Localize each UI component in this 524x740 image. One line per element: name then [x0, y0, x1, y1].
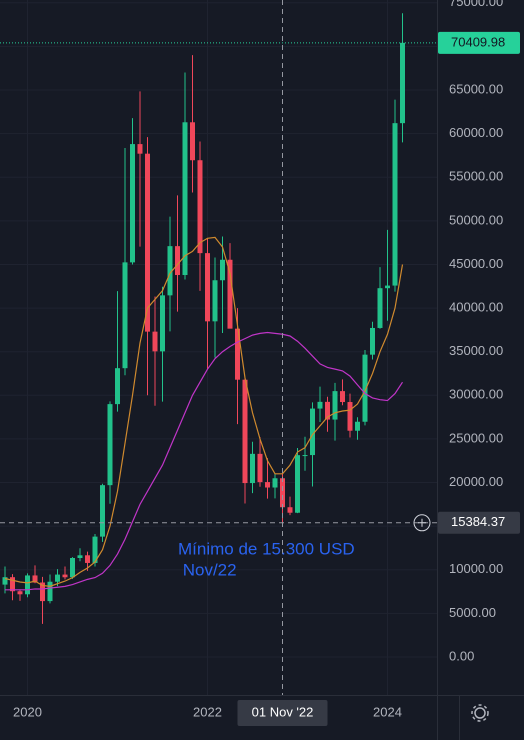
x-tick-label: 2022 — [193, 704, 222, 719]
add-alert-icon — [418, 518, 426, 527]
candle-body — [115, 368, 120, 405]
candle-body — [400, 42, 405, 124]
candle-body — [152, 331, 158, 352]
candle-body — [265, 482, 270, 488]
candle-body — [287, 507, 293, 513]
candle-body — [10, 577, 15, 592]
candle-body — [122, 262, 128, 369]
candle-body — [310, 408, 315, 456]
y-tick-label: 75000.00 — [449, 0, 503, 9]
candle-body — [47, 581, 53, 602]
crosshair-y-label: 15384.37 — [451, 514, 505, 529]
candle-body — [107, 404, 113, 486]
x-tick-label: 2024 — [373, 704, 402, 719]
y-tick-label: 35000.00 — [449, 343, 503, 358]
candle-body — [137, 144, 143, 154]
add-alert-icon — [413, 514, 431, 532]
candle-body — [295, 455, 300, 513]
x-tick-label: 2020 — [13, 704, 42, 719]
crosshair-y-box — [438, 511, 520, 534]
candle-body — [235, 328, 240, 380]
candle-body — [227, 259, 233, 329]
y-tick-label: 40000.00 — [449, 300, 503, 315]
candle-body — [362, 354, 368, 422]
candle-body — [55, 574, 60, 582]
candle-body — [205, 253, 210, 322]
candle-body — [62, 574, 68, 578]
candle-body — [377, 288, 383, 328]
candle-body — [355, 421, 360, 431]
candle-body — [340, 391, 345, 403]
last-price-label: 70409.98 — [451, 34, 505, 49]
moving-average — [5, 331, 404, 591]
candle-body — [370, 327, 375, 355]
crosshair-x-label: 01 Nov '22 — [252, 704, 314, 719]
candle-body — [25, 575, 30, 595]
annotation: Nov/22 — [178, 560, 237, 579]
candle-body — [212, 280, 218, 322]
candle-body — [32, 575, 38, 583]
candle-body — [385, 285, 390, 289]
candle-body — [272, 478, 278, 488]
y-tick-label: 50000.00 — [449, 212, 503, 227]
y-tick-label: 20000.00 — [449, 474, 503, 489]
candle-body — [280, 478, 285, 508]
candle-body — [182, 122, 188, 276]
moving-average — [4, 236, 404, 587]
candle-body — [332, 391, 338, 420]
candle-body — [190, 122, 195, 161]
last-price-box — [438, 31, 520, 54]
y-tick-label: 25000.00 — [449, 430, 503, 445]
candle-body — [100, 485, 105, 537]
y-tick-label: 65000.00 — [449, 81, 503, 96]
candle-body — [85, 555, 90, 563]
y-tick-label: 10000.00 — [449, 561, 503, 576]
annotation: Mínimo de 15.300 USD — [178, 539, 355, 558]
gear-teeth[interactable] — [471, 704, 489, 722]
y-tick-label: 60000.00 — [449, 125, 503, 140]
candle-body — [167, 246, 173, 296]
candle-body — [17, 591, 23, 595]
candle-body — [302, 455, 308, 457]
settings-icon[interactable] — [471, 704, 489, 722]
y-tick-label: 55000.00 — [449, 169, 503, 184]
candle-body — [160, 295, 165, 352]
candle-body — [347, 402, 353, 431]
crosshair-x-box — [237, 700, 328, 726]
candle-body — [317, 401, 323, 409]
candle-body — [130, 144, 135, 263]
plot-area — [0, 0, 437, 695]
y-tick-label: 5000.00 — [449, 605, 496, 620]
y-tick-label: 45000.00 — [449, 256, 503, 271]
candle-body — [257, 453, 263, 483]
candle-body — [242, 379, 248, 484]
candle-body — [250, 453, 255, 484]
y-tick-label: 30000.00 — [449, 387, 503, 402]
y-tick-label: 0.00 — [449, 648, 474, 663]
candle-body — [70, 557, 75, 578]
gear[interactable] — [474, 707, 486, 719]
candle-body — [92, 536, 98, 563]
candle-body — [2, 577, 8, 585]
candle-body — [77, 555, 83, 558]
candle-body — [325, 401, 330, 420]
candle-body — [392, 123, 398, 286]
candle-body — [145, 153, 150, 332]
candle-body — [220, 259, 225, 281]
candle-body — [197, 160, 203, 254]
candle-body — [175, 246, 180, 276]
candle-body — [40, 582, 45, 602]
add-alert-button[interactable] — [413, 514, 431, 532]
